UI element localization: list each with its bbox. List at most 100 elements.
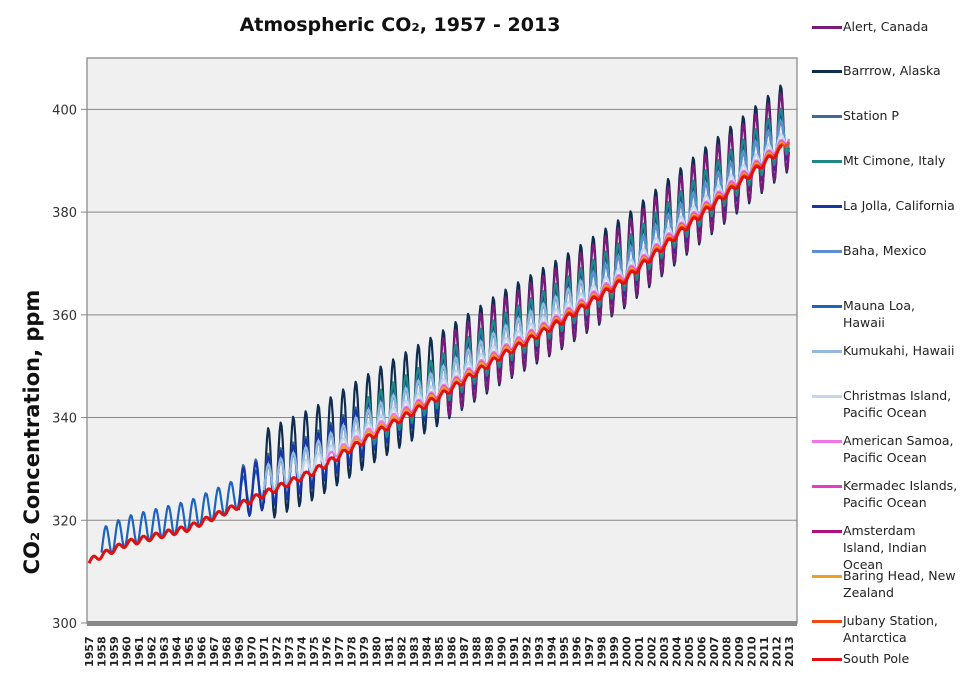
x-tick-label: 1963 — [158, 636, 171, 667]
legend-item: Mt Cimone, Italy — [812, 152, 958, 169]
legend-swatch — [812, 395, 842, 398]
x-tick-label: 2006 — [695, 636, 708, 667]
legend-label: South Pole — [843, 651, 910, 666]
legend-swatch — [812, 575, 842, 578]
y-tick-label: 360 — [52, 309, 77, 324]
x-tick-label: 2010 — [745, 636, 758, 667]
legend-item: Baring Head, New Zealand — [812, 567, 958, 601]
x-tick-label: 2009 — [733, 636, 746, 667]
legend-swatch — [812, 115, 842, 118]
y-tick-label: 400 — [52, 103, 77, 118]
x-tick-label: 2002 — [645, 636, 658, 667]
legend-label: Baha, Mexico — [843, 243, 927, 258]
x-tick-label: 1968 — [220, 636, 233, 667]
x-tick-label: 2005 — [683, 636, 696, 667]
legend-swatch — [812, 530, 842, 533]
series-line-south-pole — [87, 144, 783, 564]
x-tick-label: 1974 — [295, 636, 308, 667]
x-tick-label: 1992 — [520, 636, 533, 667]
x-tick-label: 1975 — [308, 636, 321, 667]
legend-label: Station P — [843, 108, 899, 123]
x-tick-label: 1966 — [195, 636, 208, 667]
y-tick-label: 320 — [52, 514, 77, 529]
x-tick-label: 1959 — [108, 636, 121, 667]
legend-item: Alert, Canada — [812, 18, 958, 35]
x-tick-label: 1985 — [433, 636, 446, 667]
x-tick-label: 1973 — [283, 636, 296, 667]
legend-label: La Jolla, California — [843, 198, 955, 213]
legend-item: Baha, Mexico — [812, 242, 958, 259]
x-tick-label: 1962 — [145, 636, 158, 667]
x-tick-label: 1983 — [408, 636, 421, 667]
x-tick-label: 1995 — [558, 636, 571, 667]
legend-label: Mt Cimone, Italy — [843, 153, 946, 168]
legend-label: Kumukahi, Hawaii — [843, 343, 955, 358]
x-tick-label: 1987 — [458, 636, 471, 667]
x-tick-label: 2003 — [658, 636, 671, 667]
x-tick-label: 2001 — [633, 636, 646, 667]
series-line-christmas-island-pacific-ocean — [300, 132, 790, 475]
y-tick-label: 300 — [52, 617, 77, 632]
legend-swatch — [812, 250, 842, 253]
legend-label: Barrrow, Alaska — [843, 63, 941, 78]
x-tick-label: 1994 — [545, 636, 558, 667]
x-tick-label: 1964 — [170, 636, 183, 667]
x-tick-label: 1984 — [420, 636, 433, 667]
x-tick-label: 1997 — [583, 636, 596, 667]
legend-item: La Jolla, California — [812, 197, 958, 214]
legend-label: Baring Head, New Zealand — [843, 568, 956, 600]
legend-item: American Samoa, Pacific Ocean — [812, 432, 958, 466]
x-tick-label: 2007 — [708, 636, 721, 667]
x-tick-label: 2012 — [770, 636, 783, 667]
x-tick-label: 1998 — [595, 636, 608, 667]
x-axis-line — [87, 621, 797, 626]
x-tick-label: 1958 — [95, 636, 108, 667]
legend-swatch — [812, 485, 842, 488]
legend-label: American Samoa, Pacific Ocean — [843, 433, 954, 465]
x-tick-label: 1991 — [508, 636, 521, 667]
legend-swatch — [812, 26, 842, 29]
legend-label: Christmas Island, Pacific Ocean — [843, 388, 952, 420]
legend-label: Alert, Canada — [843, 19, 929, 34]
legend-label: Amsterdam Island, Indian Ocean — [843, 523, 927, 572]
legend-label: Kermadec Islands, Pacific Ocean — [843, 478, 958, 510]
legend-item: Barrrow, Alaska — [812, 62, 958, 79]
legend-swatch — [812, 440, 842, 443]
legend-item: South Pole — [812, 650, 958, 667]
legend-swatch — [812, 205, 842, 208]
x-tick-label: 1999 — [608, 636, 621, 667]
x-tick-label: 1989 — [483, 636, 496, 667]
legend-item: Jubany Station, Antarctica — [812, 612, 958, 646]
x-tick-label: 1960 — [120, 636, 133, 667]
legend-swatch — [812, 160, 842, 163]
x-tick-label: 1982 — [395, 636, 408, 667]
x-tick-label: 1981 — [383, 636, 396, 667]
x-tick-label: 1970 — [245, 636, 258, 667]
y-tick-label: 380 — [52, 206, 77, 221]
legend-item: Mauna Loa, Hawaii — [812, 297, 958, 331]
x-tick-label: 2004 — [670, 636, 683, 667]
x-tick-label: 1979 — [358, 636, 371, 667]
legend-swatch — [812, 620, 842, 623]
x-tick-label: 1988 — [470, 636, 483, 667]
legend-swatch — [812, 350, 842, 353]
x-tick-label: 2013 — [783, 636, 796, 667]
x-tick-label: 1986 — [445, 636, 458, 667]
x-tick-label: 1990 — [495, 636, 508, 667]
x-tick-label: 1972 — [270, 636, 283, 667]
x-tick-label: 2000 — [620, 636, 633, 667]
x-tick-label: 1977 — [333, 636, 346, 667]
x-tick-label: 1965 — [183, 636, 196, 667]
x-tick-label: 2008 — [720, 636, 733, 667]
x-tick-label: 1961 — [133, 636, 146, 667]
x-tick-label: 1957 — [83, 636, 96, 667]
x-tick-label: 1993 — [533, 636, 546, 667]
legend-swatch — [812, 658, 842, 661]
legend-label: Mauna Loa, Hawaii — [843, 298, 915, 330]
x-tick-label: 1978 — [345, 636, 358, 667]
x-tick-label: 1967 — [208, 636, 221, 667]
legend-item: Christmas Island, Pacific Ocean — [812, 387, 958, 421]
legend-item: Kermadec Islands, Pacific Ocean — [812, 477, 958, 511]
